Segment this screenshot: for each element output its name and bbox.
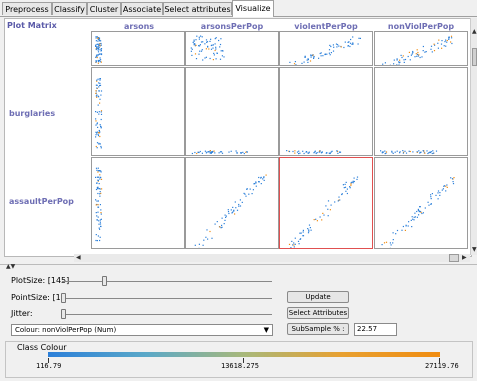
column-header-nonviolperpop: nonViolPerPop [387,22,455,31]
scroll-down-icon[interactable]: ▼ [472,246,477,253]
gradient-tick-min [48,358,49,363]
scatter-cell[interactable] [279,157,373,249]
plot-matrix-title: Plot Matrix [7,21,57,30]
jitter-slider[interactable] [61,309,66,319]
gradient-min-label: 116.79 [36,362,62,370]
scatter-cell[interactable] [374,31,468,66]
class-colour-title: Class Colour [17,343,67,352]
plot-size-track[interactable] [62,281,272,282]
scatter-cell[interactable] [279,67,373,156]
class-colour-panel [5,341,473,378]
vertical-scrollbar[interactable]: ▲ ▼ [470,18,477,255]
scroll-right-icon[interactable]: ▶ [462,254,467,261]
update-button[interactable]: Update [287,291,349,303]
jitter-label: Jitter: [11,309,33,318]
scatter-cell[interactable] [185,67,279,156]
tab-bar: Preprocess Classify Cluster Associate Se… [0,0,477,17]
scroll-up-icon[interactable]: ▲ [472,28,477,35]
collapse-arrows-icon[interactable]: ▲▼ [6,263,16,270]
scroll-left-icon[interactable]: ◀ [76,254,81,261]
class-colour-gradient [48,352,440,357]
gradient-max-label: 27119.76 [425,362,459,370]
row-header-burglaries: burglaries [9,109,56,118]
tab-preprocess[interactable]: Preprocess [2,2,52,15]
column-header-arsons: arsons [123,22,155,31]
tab-select-attributes[interactable]: Select attributes [163,2,232,15]
tab-associate[interactable]: Associate [121,2,163,15]
column-header-arsonsperpop: arsonsPerPop [200,22,264,31]
panel-splitter[interactable]: ▲▼ [0,263,477,270]
scatter-cell[interactable] [91,157,185,249]
subsample-button[interactable]: SubSample % : [287,323,349,335]
scatter-cell[interactable] [374,67,468,156]
colour-select[interactable]: Colour: nonViolPerPop (Num) ▼ [11,324,273,336]
scatter-cell[interactable] [374,157,468,249]
horizontal-scroll-thumb[interactable] [449,254,459,262]
chevron-down-icon[interactable]: ▼ [263,326,269,334]
tab-classify[interactable]: Classify [52,2,87,15]
row-header-assaultperpop: assaultPerPop [9,197,74,206]
point-size-slider[interactable] [61,293,66,303]
scatter-cell[interactable] [185,31,279,66]
vertical-scroll-thumb[interactable] [472,48,477,66]
plot-matrix: Plot Matrix arsons arsonsPerPop violentP… [4,18,472,257]
gradient-tick-mid [243,358,244,363]
scatter-cell[interactable] [91,31,185,66]
subsample-input[interactable]: 22.57 [354,323,397,336]
scatter-cell[interactable] [91,67,185,156]
gradient-mid-label: 13618.275 [221,362,259,370]
column-header-violentperpop: violentPerPop [294,22,358,31]
plot-size-slider[interactable] [102,276,107,286]
jitter-track[interactable] [62,314,272,315]
tab-visualize[interactable]: Visualize [232,0,274,17]
point-size-label: PointSize: [1] [11,293,64,302]
tab-cluster[interactable]: Cluster [87,2,121,15]
point-size-track[interactable] [62,298,272,299]
colour-select-value: Colour: nonViolPerPop (Num) [15,326,117,334]
gradient-tick-max [439,358,440,363]
plot-size-label: PlotSize: [145] [11,276,70,285]
scatter-cell[interactable] [185,157,279,249]
select-attributes-button[interactable]: Select Attributes [287,307,349,319]
horizontal-scrollbar[interactable]: ◀ ▶ [74,254,470,262]
scatter-cell[interactable] [279,31,373,66]
